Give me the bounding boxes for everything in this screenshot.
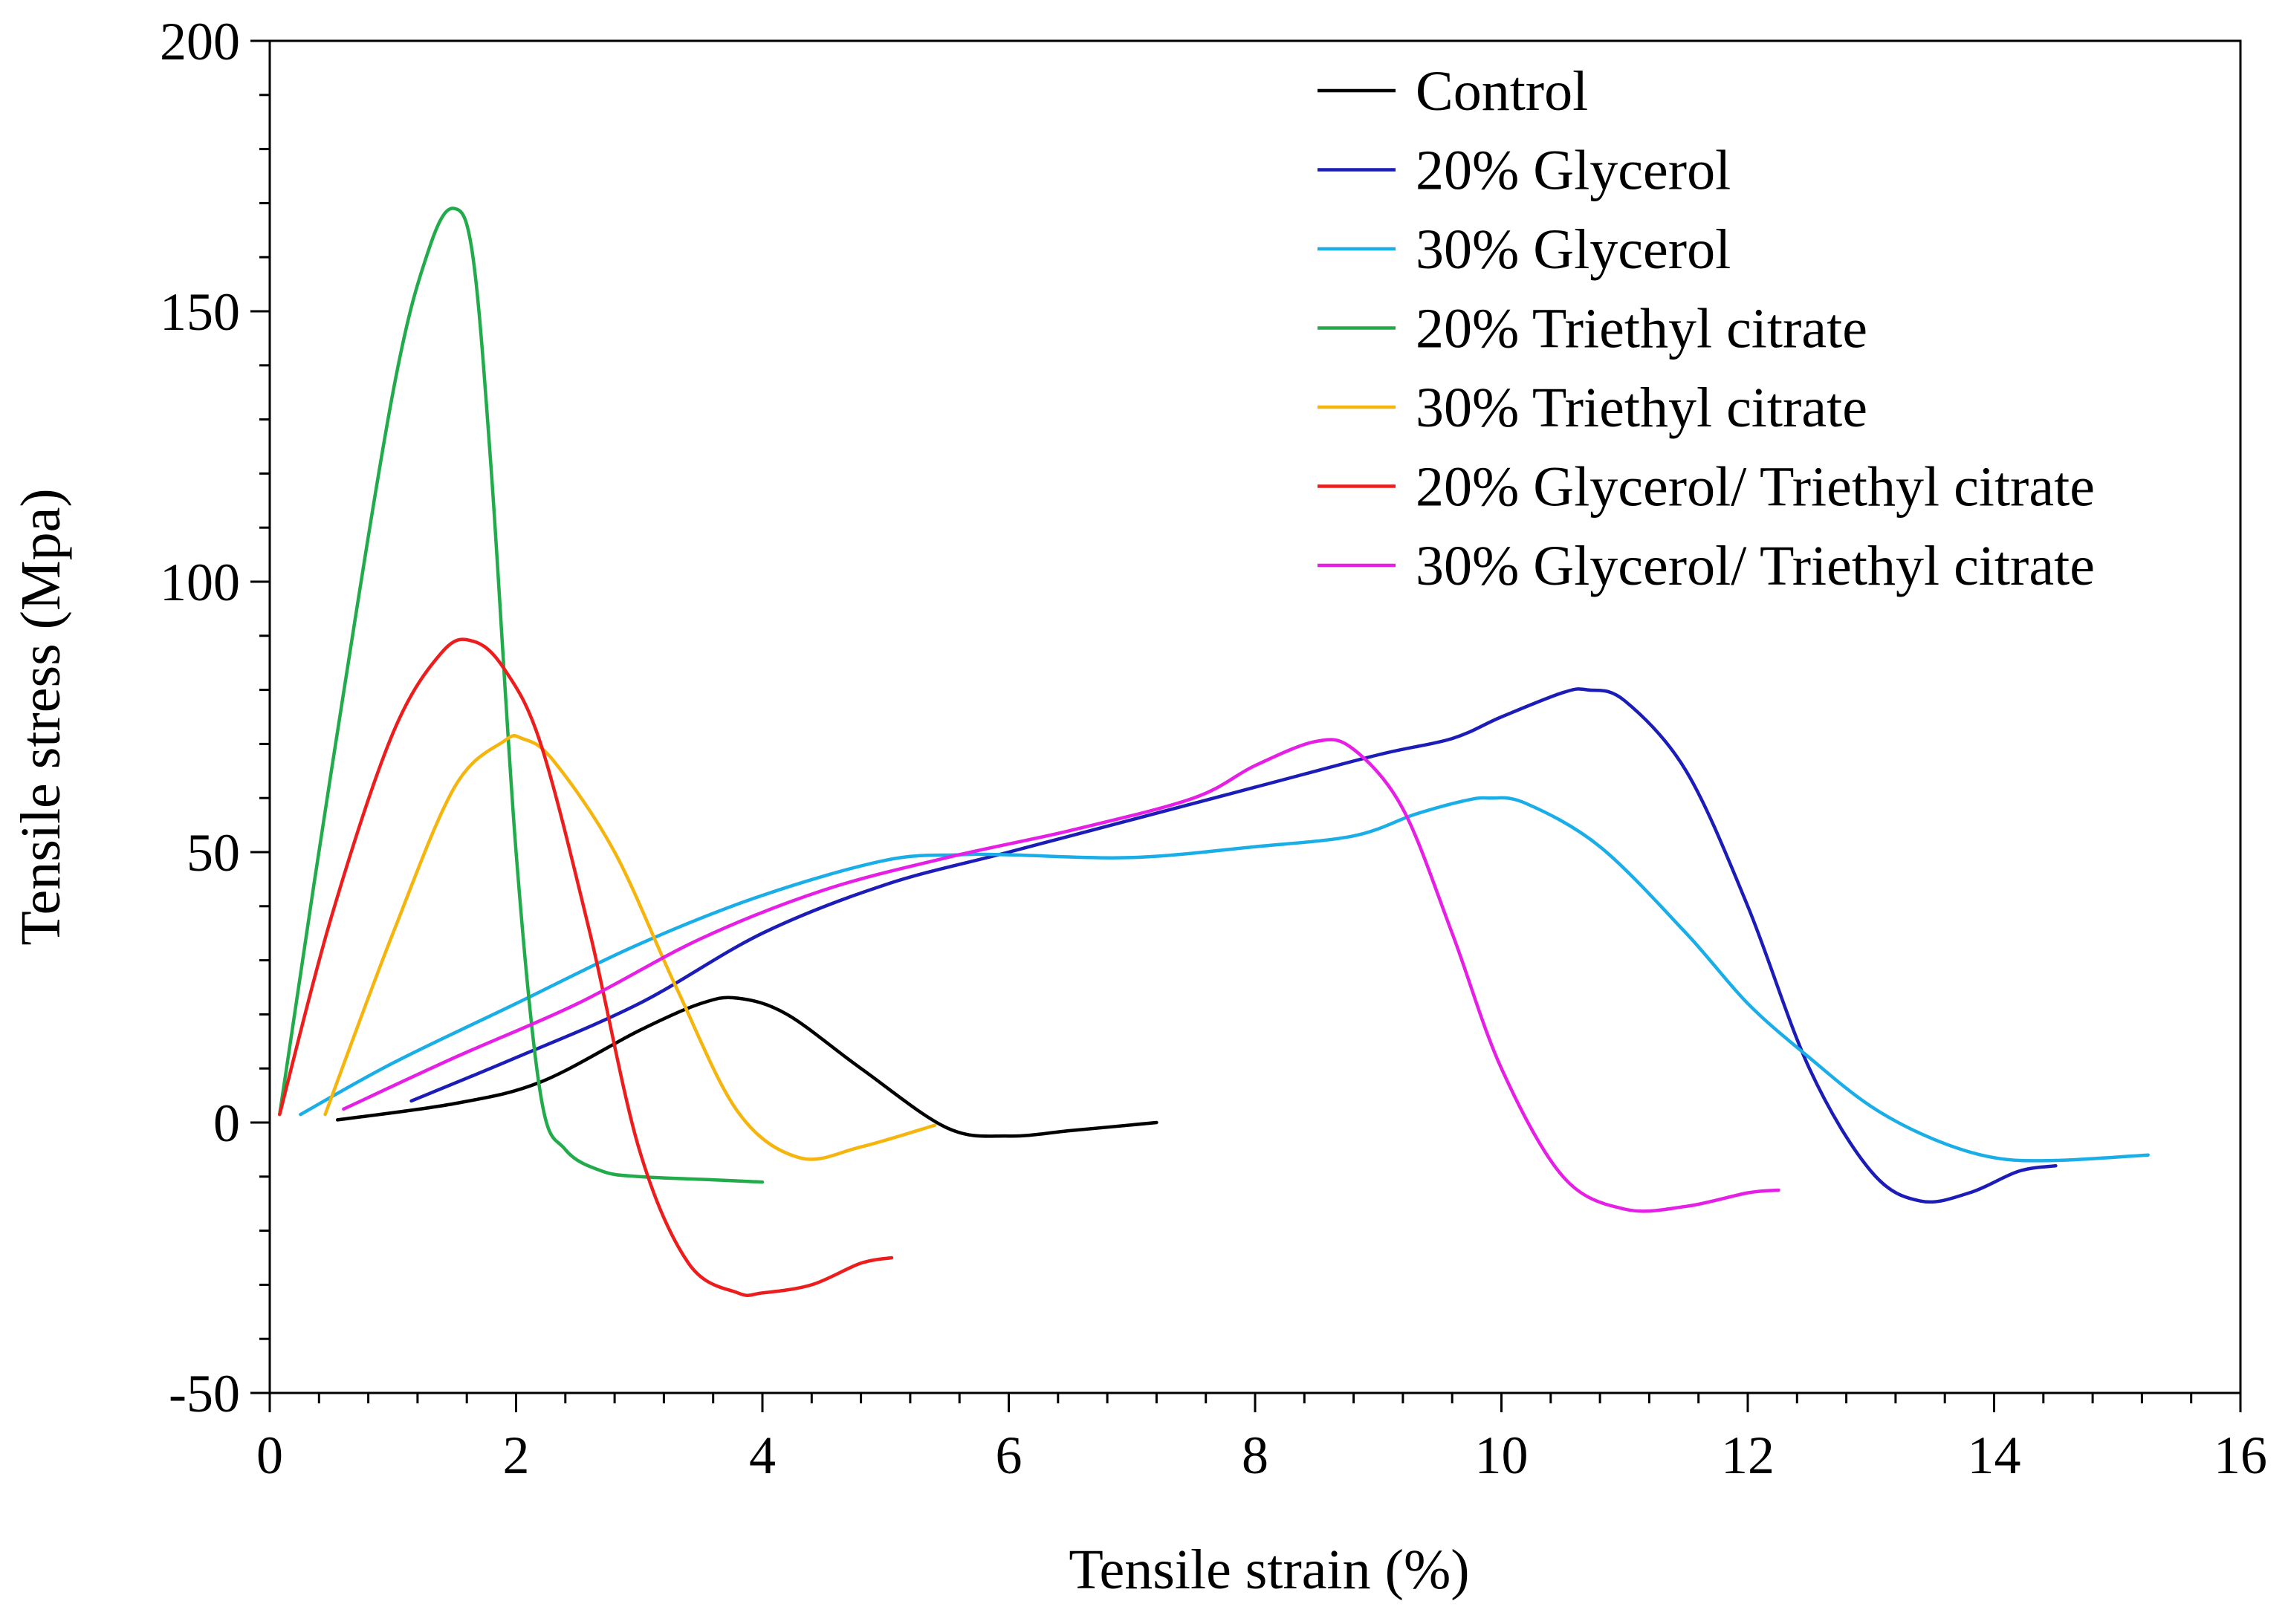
x-tick-label: 14	[1968, 1426, 2021, 1485]
legend-item: Control	[1318, 60, 1588, 123]
legend-label: 30% Triethyl citrate	[1416, 377, 1867, 439]
legend-item: 30% Glycerol/ Triethyl citrate	[1318, 535, 2095, 597]
series-line-6	[278, 637, 894, 1297]
x-tick-label: 12	[1721, 1426, 1775, 1485]
x-axis-label: Tensile strain (%)	[1069, 1539, 1469, 1601]
legend-label: 30% Glycerol	[1416, 218, 1731, 281]
series-line-2	[409, 687, 2058, 1204]
x-tick-label: 0	[256, 1426, 283, 1485]
legend-label: 20% Triethyl citrate	[1416, 298, 1867, 360]
series-line-7	[342, 738, 1780, 1213]
plot-frame	[268, 39, 2242, 1394]
legend-item: 20% Glycerol	[1318, 140, 1731, 202]
legend-label: 30% Glycerol/ Triethyl citrate	[1416, 535, 2095, 597]
legend-label: 20% Glycerol	[1416, 140, 1731, 202]
x-tick-label: 2	[503, 1426, 530, 1485]
ticks-layer: 0 2 4 6 8 10 12 14 16 -50 0 50 100 150 200	[160, 12, 2267, 1485]
x-tick-label: 8	[1242, 1426, 1268, 1485]
y-axis-label: Tensile stress (Mpa)	[10, 488, 72, 945]
series-layer	[278, 207, 2150, 1297]
axes-layer	[268, 39, 2242, 1394]
legend-item: 30% Triethyl citrate	[1318, 377, 1867, 439]
y-tick-label: 150	[160, 282, 240, 342]
series-line-3	[299, 796, 2150, 1163]
y-tick-label: 200	[160, 12, 240, 71]
x-tick-label: 10	[1475, 1426, 1529, 1485]
y-tick-label: -50	[169, 1364, 240, 1423]
legend-item: 30% Glycerol	[1318, 218, 1731, 281]
y-tick-label: 100	[160, 553, 240, 612]
legend-label: Control	[1416, 60, 1588, 123]
series-line-4	[278, 207, 765, 1184]
x-tick-label: 4	[749, 1426, 776, 1485]
y-tick-label: 0	[213, 1094, 240, 1153]
legend-item: 20% Glycerol/ Triethyl citrate	[1318, 456, 2095, 519]
x-tick-label: 16	[2214, 1426, 2267, 1485]
legend: Control 20% Glycerol 30% Glycerol 20% Triet…	[1318, 60, 2095, 597]
series-line-1	[335, 995, 1158, 1138]
legend-label: 20% Glycerol/ Triethyl citrate	[1416, 456, 2095, 519]
y-tick-label: 50	[187, 823, 240, 883]
legend-item: 20% Triethyl citrate	[1318, 298, 1867, 360]
x-tick-label: 6	[996, 1426, 1023, 1485]
series-line-5	[323, 734, 937, 1161]
